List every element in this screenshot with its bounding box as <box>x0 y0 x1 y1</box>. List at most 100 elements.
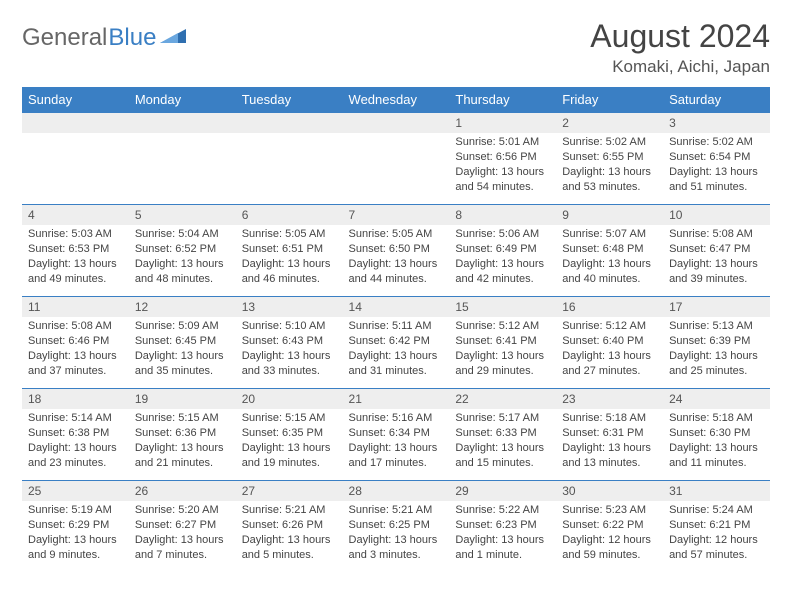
daylight-line: Daylight: 13 hours and 1 minute. <box>455 533 550 563</box>
day-number: 31 <box>663 481 770 501</box>
daylight-line: Daylight: 13 hours and 3 minutes. <box>349 533 444 563</box>
day-details: Sunrise: 5:08 AMSunset: 6:47 PMDaylight:… <box>663 225 770 292</box>
calendar-day-cell: 28Sunrise: 5:21 AMSunset: 6:25 PMDayligh… <box>343 481 450 573</box>
daylight-line: Daylight: 13 hours and 35 minutes. <box>135 349 230 379</box>
day-details: Sunrise: 5:16 AMSunset: 6:34 PMDaylight:… <box>343 409 450 476</box>
calendar-day-cell: 18Sunrise: 5:14 AMSunset: 6:38 PMDayligh… <box>22 389 129 481</box>
page-title: August 2024 <box>590 18 770 55</box>
day-details: Sunrise: 5:03 AMSunset: 6:53 PMDaylight:… <box>22 225 129 292</box>
sunrise-line: Sunrise: 5:11 AM <box>349 319 444 334</box>
daylight-line: Daylight: 12 hours and 59 minutes. <box>562 533 657 563</box>
calendar-body: 1Sunrise: 5:01 AMSunset: 6:56 PMDaylight… <box>22 113 770 573</box>
sunset-line: Sunset: 6:27 PM <box>135 518 230 533</box>
daylight-line: Daylight: 13 hours and 27 minutes. <box>562 349 657 379</box>
sunset-line: Sunset: 6:52 PM <box>135 242 230 257</box>
sunset-line: Sunset: 6:29 PM <box>28 518 123 533</box>
sunrise-line: Sunrise: 5:02 AM <box>669 135 764 150</box>
calendar-day-cell: 19Sunrise: 5:15 AMSunset: 6:36 PMDayligh… <box>129 389 236 481</box>
calendar-day-cell: 3Sunrise: 5:02 AMSunset: 6:54 PMDaylight… <box>663 113 770 205</box>
calendar-week-row: 11Sunrise: 5:08 AMSunset: 6:46 PMDayligh… <box>22 297 770 389</box>
day-number-empty <box>236 113 343 133</box>
sunset-line: Sunset: 6:34 PM <box>349 426 444 441</box>
calendar-day-cell: 31 Sunrise: 5:24 AMSunset: 6:21 PMDayligh… <box>663 481 770 573</box>
sunrise-line: Sunrise: 5:04 AM <box>135 227 230 242</box>
sunset-line: Sunset: 6:53 PM <box>28 242 123 257</box>
calendar-day-cell: 29Sunrise: 5:22 AMSunset: 6:23 PMDayligh… <box>449 481 556 573</box>
calendar-day-cell: 21Sunrise: 5:16 AMSunset: 6:34 PMDayligh… <box>343 389 450 481</box>
daylight-line: Daylight: 13 hours and 44 minutes. <box>349 257 444 287</box>
sunset-line: Sunset: 6:48 PM <box>562 242 657 257</box>
sunset-line: Sunset: 6:49 PM <box>455 242 550 257</box>
sunrise-line: Sunrise: 5:13 AM <box>669 319 764 334</box>
calendar-day-cell: 20Sunrise: 5:15 AMSunset: 6:35 PMDayligh… <box>236 389 343 481</box>
daylight-line: Daylight: 13 hours and 29 minutes. <box>455 349 550 379</box>
calendar-day-cell: 4Sunrise: 5:03 AMSunset: 6:53 PMDaylight… <box>22 205 129 297</box>
calendar-week-row: 1Sunrise: 5:01 AMSunset: 6:56 PMDaylight… <box>22 113 770 205</box>
day-details: Sunrise: 5:14 AMSunset: 6:38 PMDaylight:… <box>22 409 129 476</box>
day-number: 29 <box>449 481 556 501</box>
sunset-line: Sunset: 6:25 PM <box>349 518 444 533</box>
day-details: Sunrise: 5:18 AMSunset: 6:31 PMDaylight:… <box>556 409 663 476</box>
calendar-week-row: 18Sunrise: 5:14 AMSunset: 6:38 PMDayligh… <box>22 389 770 481</box>
calendar-day-cell: 12Sunrise: 5:09 AMSunset: 6:45 PMDayligh… <box>129 297 236 389</box>
sunset-line: Sunset: 6:42 PM <box>349 334 444 349</box>
day-details: Sunrise: 5:23 AMSunset: 6:22 PMDaylight:… <box>556 501 663 568</box>
day-details: Sunrise: 5:07 AMSunset: 6:48 PMDaylight:… <box>556 225 663 292</box>
day-number: 13 <box>236 297 343 317</box>
calendar-day-cell: 7Sunrise: 5:05 AMSunset: 6:50 PMDaylight… <box>343 205 450 297</box>
daylight-line: Daylight: 13 hours and 53 minutes. <box>562 165 657 195</box>
sunset-line: Sunset: 6:38 PM <box>28 426 123 441</box>
day-details: Sunrise: 5:02 AMSunset: 6:55 PMDaylight:… <box>556 133 663 200</box>
daylight-line: Daylight: 13 hours and 7 minutes. <box>135 533 230 563</box>
daylight-line: Daylight: 13 hours and 42 minutes. <box>455 257 550 287</box>
day-details: Sunrise: 5:06 AMSunset: 6:49 PMDaylight:… <box>449 225 556 292</box>
calendar-day-cell: 6Sunrise: 5:05 AMSunset: 6:51 PMDaylight… <box>236 205 343 297</box>
sunset-line: Sunset: 6:26 PM <box>242 518 337 533</box>
day-number: 12 <box>129 297 236 317</box>
day-number-empty <box>22 113 129 133</box>
day-number: 4 <box>22 205 129 225</box>
calendar-day-cell: 1Sunrise: 5:01 AMSunset: 6:56 PMDaylight… <box>449 113 556 205</box>
sunrise-line: Sunrise: 5:05 AM <box>349 227 444 242</box>
calendar-day-cell: 27Sunrise: 5:21 AMSunset: 6:26 PMDayligh… <box>236 481 343 573</box>
day-number: 23 <box>556 389 663 409</box>
daylight-line: Daylight: 13 hours and 9 minutes. <box>28 533 123 563</box>
day-details: Sunrise: 5:04 AMSunset: 6:52 PMDaylight:… <box>129 225 236 292</box>
sunrise-line: Sunrise: 5:24 AM <box>669 503 764 518</box>
daylight-line: Daylight: 12 hours and 57 minutes. <box>669 533 764 563</box>
sunrise-line: Sunrise: 5:19 AM <box>28 503 123 518</box>
title-block: August 2024 Komaki, Aichi, Japan <box>590 18 770 77</box>
sunrise-line: Sunrise: 5:18 AM <box>669 411 764 426</box>
day-details: Sunrise: 5:05 AMSunset: 6:51 PMDaylight:… <box>236 225 343 292</box>
sunset-line: Sunset: 6:35 PM <box>242 426 337 441</box>
daylight-line: Daylight: 13 hours and 46 minutes. <box>242 257 337 287</box>
day-number: 17 <box>663 297 770 317</box>
sunrise-line: Sunrise: 5:16 AM <box>349 411 444 426</box>
calendar-week-row: 4Sunrise: 5:03 AMSunset: 6:53 PMDaylight… <box>22 205 770 297</box>
day-number: 16 <box>556 297 663 317</box>
sunrise-line: Sunrise: 5:12 AM <box>562 319 657 334</box>
calendar-day-cell: 9Sunrise: 5:07 AMSunset: 6:48 PMDaylight… <box>556 205 663 297</box>
sunrise-line: Sunrise: 5:06 AM <box>455 227 550 242</box>
sunset-line: Sunset: 6:21 PM <box>669 518 764 533</box>
weekday-header: Sunday <box>22 87 129 113</box>
day-details: Sunrise: 5:01 AMSunset: 6:56 PMDaylight:… <box>449 133 556 200</box>
day-number: 27 <box>236 481 343 501</box>
sunrise-line: Sunrise: 5:15 AM <box>135 411 230 426</box>
sunset-line: Sunset: 6:31 PM <box>562 426 657 441</box>
calendar-table: SundayMondayTuesdayWednesdayThursdayFrid… <box>22 87 770 573</box>
day-details: Sunrise: 5:17 AMSunset: 6:33 PMDaylight:… <box>449 409 556 476</box>
sunset-line: Sunset: 6:46 PM <box>28 334 123 349</box>
day-number: 20 <box>236 389 343 409</box>
sunrise-line: Sunrise: 5:09 AM <box>135 319 230 334</box>
weekday-header: Saturday <box>663 87 770 113</box>
sunset-line: Sunset: 6:51 PM <box>242 242 337 257</box>
day-details: Sunrise: 5:08 AMSunset: 6:46 PMDaylight:… <box>22 317 129 384</box>
daylight-line: Daylight: 13 hours and 49 minutes. <box>28 257 123 287</box>
day-number: 21 <box>343 389 450 409</box>
day-details: Sunrise: 5:15 AMSunset: 6:36 PMDaylight:… <box>129 409 236 476</box>
day-number: 28 <box>343 481 450 501</box>
day-details: Sunrise: 5:12 AMSunset: 6:41 PMDaylight:… <box>449 317 556 384</box>
sunrise-line: Sunrise: 5:17 AM <box>455 411 550 426</box>
calendar-empty-cell <box>22 113 129 205</box>
